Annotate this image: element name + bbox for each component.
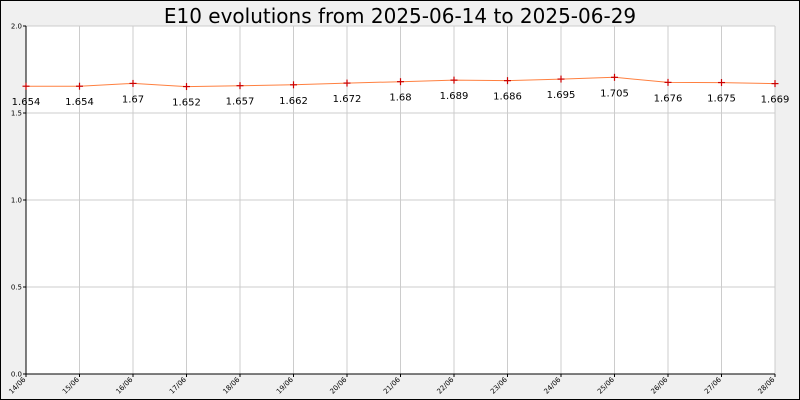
data-label: 1.675: [707, 94, 736, 105]
data-point-marker: [718, 79, 725, 87]
x-tick-label: 19/06: [275, 375, 295, 395]
data-label: 1.695: [547, 90, 576, 101]
x-tick-label: 22/06: [435, 375, 455, 395]
x-tick-label: 15/06: [61, 375, 81, 395]
data-point-marker: [22, 82, 30, 90]
data-label: 1.676: [654, 93, 683, 104]
data-label: 1.654: [65, 97, 94, 108]
data-point-marker: [771, 80, 779, 88]
x-tick-label: 20/06: [328, 375, 348, 395]
data-point-marker: [343, 79, 351, 87]
y-tick-label: 0.5: [11, 284, 22, 292]
x-tick-label: 25/06: [596, 375, 616, 395]
data-point-marker: [450, 76, 458, 84]
y-tick-label: 2.0: [11, 23, 22, 31]
data-label: 1.705: [600, 88, 629, 99]
data-label: 1.68: [389, 93, 411, 104]
data-label: 1.652: [172, 98, 201, 109]
x-tick-label: 18/06: [221, 375, 241, 395]
data-point-marker: [290, 81, 297, 89]
data-point-marker: [129, 79, 137, 87]
data-point-marker: [504, 77, 511, 85]
data-label: 1.67: [122, 94, 144, 105]
x-tick-label: 21/06: [382, 375, 402, 395]
y-tick-label: 0.0: [11, 371, 22, 379]
x-tick-label: 27/06: [703, 375, 723, 395]
data-label: 1.669: [761, 95, 790, 106]
y-tick-label: 1.0: [11, 197, 22, 205]
chart-title: E10 evolutions from 2025-06-14 to 2025-0…: [163, 4, 637, 28]
x-tick-label: 28/06: [756, 375, 776, 395]
x-tick-label: 17/06: [168, 375, 188, 395]
data-point-marker: [557, 75, 565, 83]
data-point-marker: [236, 82, 244, 90]
data-label: 1.686: [493, 92, 522, 103]
x-tick-label: 23/06: [489, 375, 509, 395]
data-label: 1.662: [279, 96, 308, 107]
x-tick-label: 16/06: [114, 375, 134, 395]
data-point-marker: [183, 83, 190, 91]
x-tick-label: 26/06: [649, 375, 669, 395]
data-label: 1.654: [12, 97, 41, 108]
data-label: 1.657: [226, 97, 255, 108]
data-label: 1.689: [440, 91, 469, 102]
x-tick-label: 24/06: [542, 375, 562, 395]
data-point-marker: [611, 73, 618, 81]
data-label: 1.672: [333, 94, 362, 105]
y-tick-label: 1.5: [11, 110, 22, 118]
data-point-marker: [76, 82, 83, 90]
data-point-marker: [664, 78, 672, 86]
data-point-marker: [397, 78, 404, 86]
